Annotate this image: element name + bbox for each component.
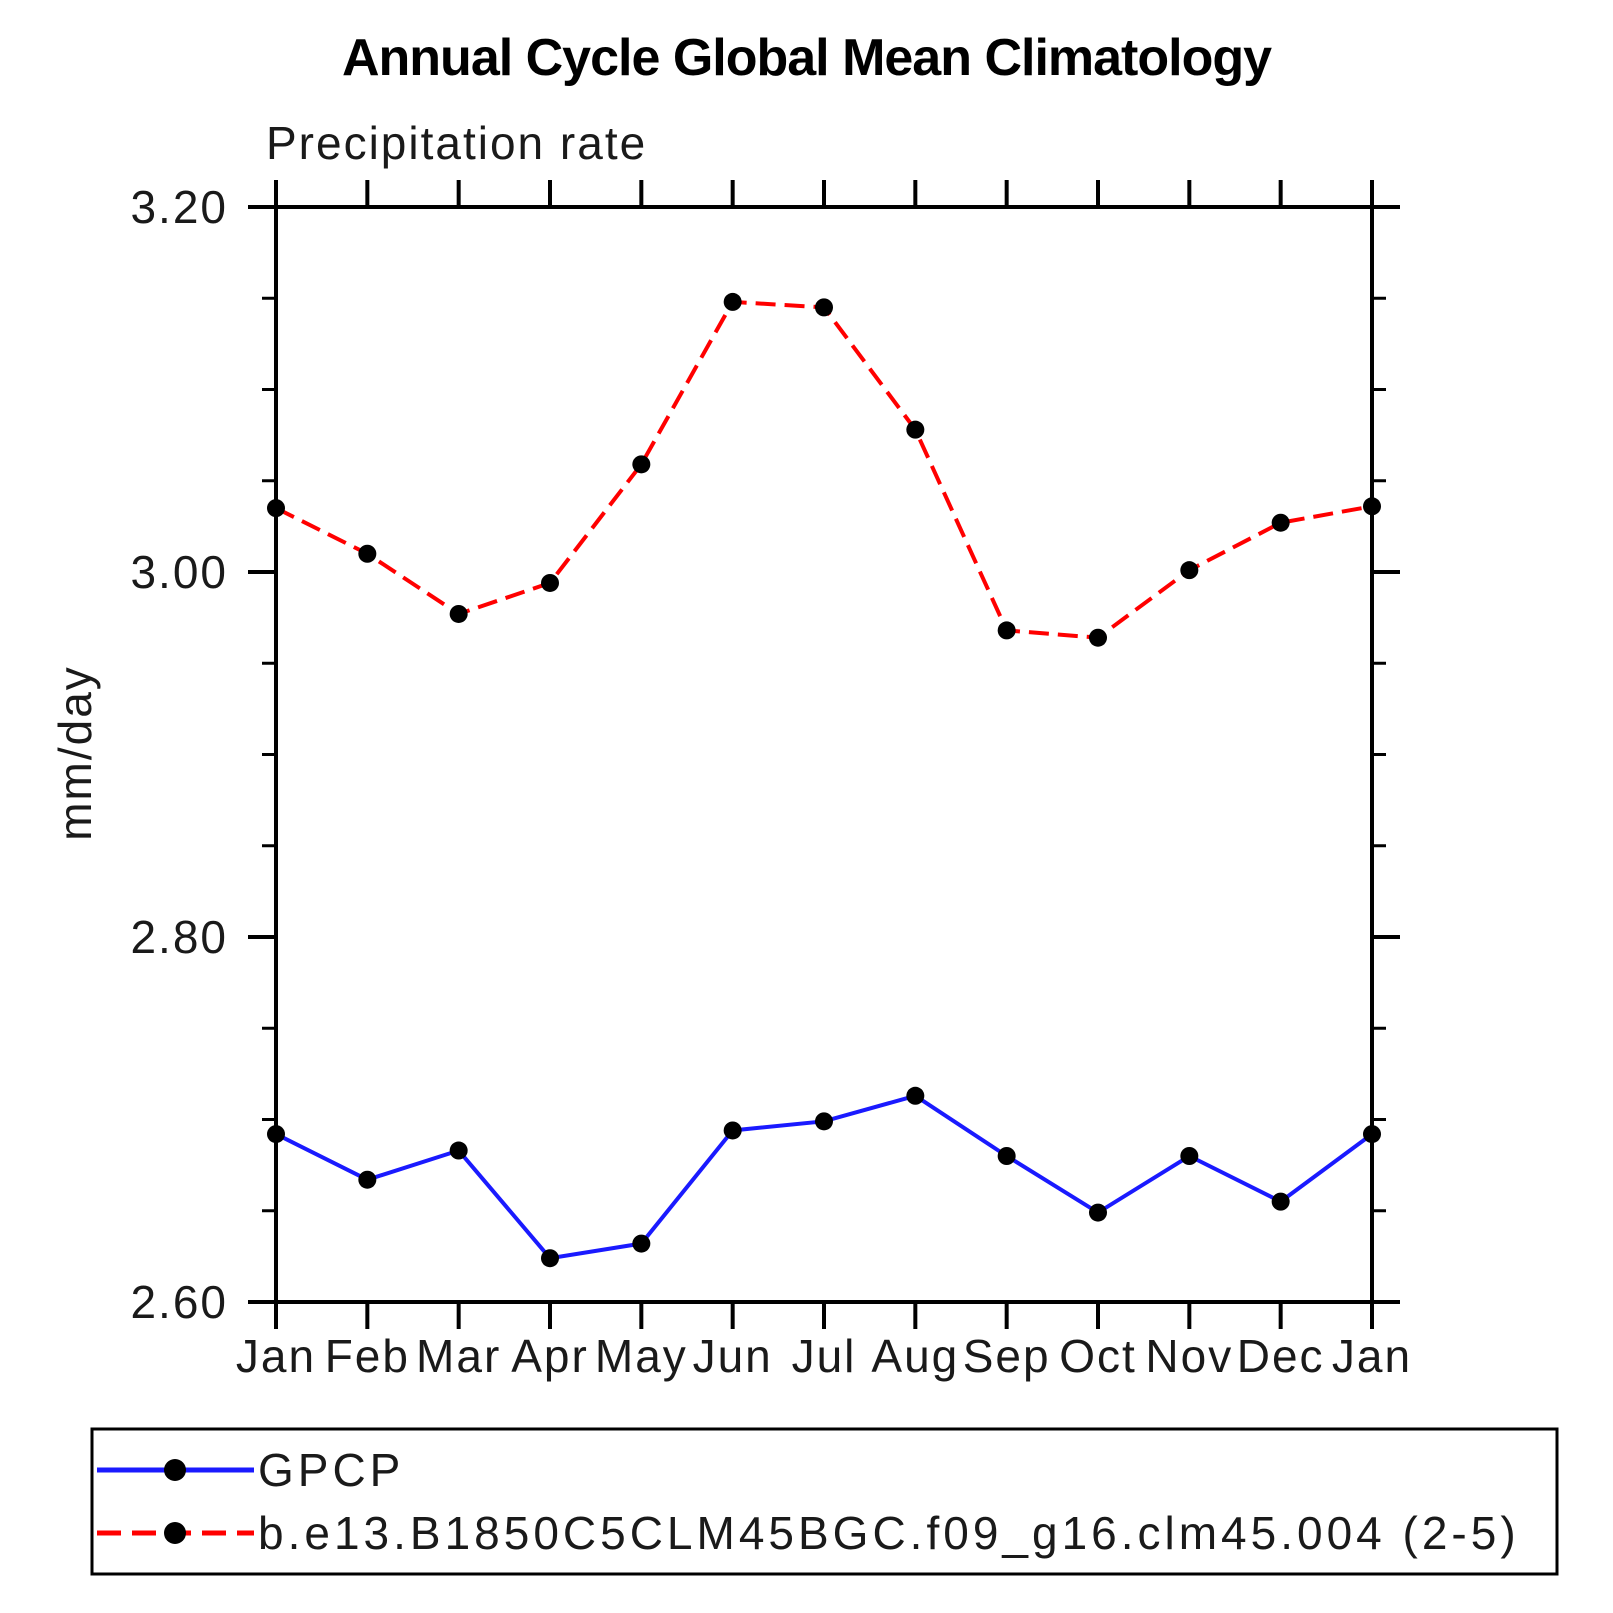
data-series xyxy=(267,292,1381,1268)
data-point-marker xyxy=(267,499,285,518)
data-point-marker xyxy=(449,1141,468,1160)
legend-label-gpcp: GPCP xyxy=(258,1444,404,1496)
data-point-marker xyxy=(1180,1147,1199,1165)
x-tick-label: Oct xyxy=(1059,1330,1137,1382)
x-tick-label: Dec xyxy=(1237,1330,1325,1382)
data-point-marker xyxy=(449,604,468,623)
legend-box xyxy=(90,1427,1559,1576)
x-tick-label: Sep xyxy=(963,1330,1051,1382)
legend-label-model: b.e13.B1850C5CLM45BGC.f09_g16.clm45.004 … xyxy=(258,1507,1520,1559)
data-point-marker xyxy=(358,1170,377,1189)
x-tick-label: Nov xyxy=(1145,1330,1233,1382)
x-tick-label: Jan xyxy=(236,1330,316,1382)
legend: GPCP b.e13.B1850C5CLM45BGC.f09_g16.clm45… xyxy=(90,1427,1559,1576)
x-tick-labels: Jan Feb Mar Apr May Jun Jul Aug Sep Oct Nov Dec Jan xyxy=(236,1330,1412,1382)
data-point-marker xyxy=(267,1125,285,1144)
data-point-marker xyxy=(1271,1192,1290,1211)
data-point-marker xyxy=(1363,1125,1381,1144)
data-point-marker xyxy=(723,1121,742,1140)
x-tick-label: Apr xyxy=(511,1330,589,1382)
axes xyxy=(249,180,1399,1329)
legend-marker-model xyxy=(164,1522,186,1544)
data-point-marker xyxy=(997,1147,1016,1165)
chart-title: Annual Cycle Global Mean Climatology xyxy=(341,29,1272,87)
chart-subtitle: Precipitation rate xyxy=(266,117,648,169)
y-tick-label: 3.20 xyxy=(130,181,228,233)
data-point-marker xyxy=(541,1249,559,1268)
data-point-marker xyxy=(1180,561,1199,580)
x-tick-label: Feb xyxy=(325,1330,410,1382)
x-tick-label: Jun xyxy=(693,1330,773,1382)
x-tick-label: Jul xyxy=(792,1330,857,1382)
data-point-marker xyxy=(632,455,651,474)
data-point-marker xyxy=(358,544,377,563)
data-point-marker xyxy=(815,1112,833,1131)
data-point-marker xyxy=(997,621,1016,640)
y-tick-labels: 2.60 2.80 3.00 3.20 xyxy=(130,181,228,1328)
data-point-marker xyxy=(1271,513,1290,532)
data-point-marker xyxy=(723,292,742,311)
data-point-marker xyxy=(1089,1203,1107,1222)
y-tick-label: 2.80 xyxy=(130,911,228,963)
data-point-marker xyxy=(541,573,559,592)
y-tick-label: 3.00 xyxy=(130,546,228,598)
axis-ticks xyxy=(248,180,1400,1329)
x-tick-label: Jan xyxy=(1332,1330,1412,1382)
data-point-marker xyxy=(1089,628,1107,647)
data-point-marker xyxy=(906,420,925,439)
x-tick-label: May xyxy=(595,1330,688,1382)
series-line-1 xyxy=(275,299,1373,640)
data-point-marker xyxy=(906,1086,925,1105)
x-tick-label: Aug xyxy=(871,1330,959,1382)
y-tick-label: 2.60 xyxy=(130,1276,228,1328)
x-tick-label: Mar xyxy=(416,1330,501,1382)
data-point-marker xyxy=(632,1234,651,1253)
data-point-marker xyxy=(815,298,833,317)
legend-marker-gpcp xyxy=(164,1459,186,1481)
data-point-marker xyxy=(1363,497,1381,516)
